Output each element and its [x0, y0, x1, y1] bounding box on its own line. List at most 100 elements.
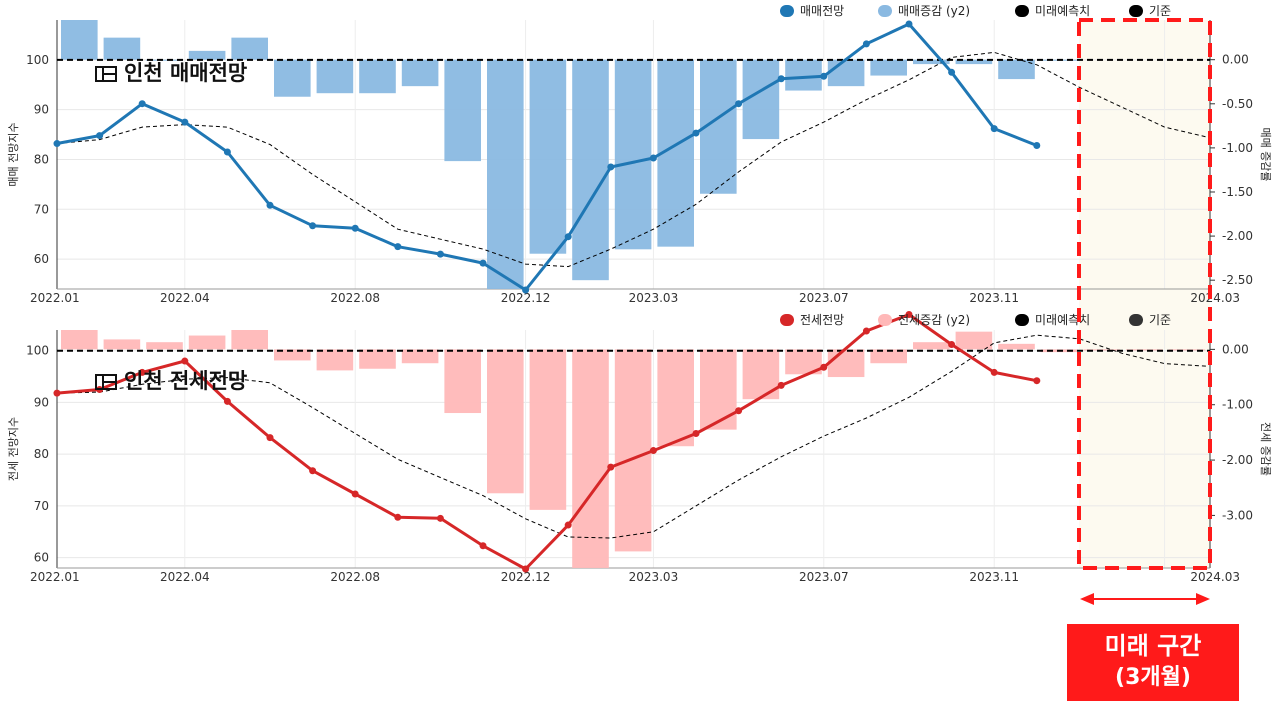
bar: [955, 59, 993, 65]
outlook-point: [522, 286, 530, 294]
x-tick-label: 2023.11: [969, 570, 1019, 584]
outlook-point: [436, 514, 444, 522]
legend-label: 기준: [1149, 4, 1171, 18]
bar: [401, 59, 439, 87]
outlook-point: [181, 118, 189, 126]
bar: [870, 59, 907, 76]
bar: [700, 349, 737, 430]
bar: [274, 349, 311, 361]
x-tick-label: 2023.03: [629, 291, 679, 305]
future-arrow-right-icon: [1196, 593, 1210, 605]
x-tick-label: 2024.03: [1190, 291, 1240, 305]
legend-label: 미래예측치: [1035, 4, 1090, 18]
x-tick-label: 2022.12: [501, 570, 551, 584]
x-tick-label: 2024.03: [1190, 570, 1240, 584]
outlook-point: [862, 40, 870, 48]
y-tick-label: 90: [34, 395, 49, 409]
bar: [401, 349, 439, 364]
future-arrow-left-icon: [1080, 593, 1094, 605]
bar: [529, 349, 567, 510]
bar: [529, 59, 567, 254]
bar: [103, 339, 141, 350]
outlook-point: [905, 20, 913, 28]
y2-axis-label: 매매 증감률: [1259, 127, 1272, 181]
bar: [487, 59, 524, 290]
bar: [444, 59, 481, 162]
outlook-point: [862, 327, 870, 335]
bar: [487, 349, 524, 494]
y-tick-label: 60: [34, 551, 49, 565]
outlook-point: [53, 389, 61, 397]
outlook-point: [1033, 142, 1041, 150]
y2-tick-label: -1.50: [1222, 185, 1253, 199]
outlook-point: [309, 467, 317, 475]
future-zone-fill: [1079, 20, 1210, 568]
y2-tick-label: 0.00: [1222, 342, 1249, 356]
legend-label: 전세증감 (y2): [898, 313, 970, 327]
outlook-point: [394, 513, 402, 521]
bar: [614, 59, 652, 250]
bar: [231, 330, 268, 350]
outlook-point: [1033, 377, 1041, 385]
outlook-point: [990, 368, 998, 376]
bar: [1168, 349, 1206, 351]
bar: [1126, 349, 1163, 351]
outlook-point: [223, 397, 231, 405]
bar: [103, 37, 141, 60]
legend-marker: [878, 5, 892, 17]
bar: [614, 349, 652, 552]
bar: [572, 349, 609, 568]
bar: [955, 331, 993, 350]
outlook-point: [479, 542, 487, 550]
outlook-point: [607, 463, 615, 471]
future-period-label: 미래 구간 (3개월): [1067, 624, 1239, 701]
outlook-point: [692, 129, 700, 137]
outlook-point: [479, 259, 487, 267]
x-tick-label: 2023.07: [799, 570, 849, 584]
legend-marker: [1015, 5, 1029, 17]
y-tick-label: 60: [34, 252, 49, 266]
outlook-point: [735, 407, 743, 415]
y2-tick-label: -3.00: [1222, 508, 1253, 522]
y-tick-label: 70: [34, 499, 49, 513]
city-logo-icon: [95, 374, 117, 390]
outlook-point: [777, 381, 785, 389]
bar: [316, 349, 354, 371]
bar: [827, 349, 865, 378]
legend-marker: [780, 314, 794, 326]
y-tick-label: 100: [26, 53, 49, 67]
x-tick-label: 2023.07: [799, 291, 849, 305]
x-tick-label: 2022.12: [501, 291, 551, 305]
outlook-point: [735, 100, 743, 108]
bar: [657, 349, 694, 447]
legend-marker: [1129, 314, 1143, 326]
charts-root: 60 70 80 90 100 2022.01 2022.04 2022.08 2022.12 2…: [7, 4, 1272, 605]
legend-marker: [780, 5, 794, 17]
outlook-point: [394, 243, 402, 251]
bar: [827, 59, 865, 87]
outlook-point: [649, 154, 657, 162]
y2-tick-label: 0.00: [1222, 53, 1249, 67]
y-tick-label: 70: [34, 202, 49, 216]
bar: [146, 342, 183, 350]
legend-label: 매매전망: [800, 4, 844, 18]
legend-marker: [1015, 314, 1029, 326]
outlook-line: [56, 22, 1038, 292]
outlook-point: [607, 163, 615, 171]
outlook-point: [522, 565, 530, 573]
chart-panel-2: 60 70 80 90 100 2022.01 2022.04 2022.08 2022.12 2…: [7, 310, 1272, 584]
y-tick-label: 80: [34, 152, 49, 166]
x-tick-label: 2023.03: [629, 570, 679, 584]
legend-label: 전세전망: [800, 313, 844, 327]
bar: [913, 59, 950, 65]
legend-marker: [1129, 5, 1143, 17]
outlook-point: [223, 148, 231, 156]
bar: [785, 59, 822, 91]
outlook-point: [948, 68, 956, 76]
x-tick-label: 2022.04: [160, 570, 210, 584]
y-tick-label: 100: [26, 344, 49, 358]
bar: [870, 349, 907, 364]
outlook-point: [266, 201, 274, 209]
future-zone-border: [1077, 18, 1212, 570]
outlook-point: [820, 72, 828, 80]
